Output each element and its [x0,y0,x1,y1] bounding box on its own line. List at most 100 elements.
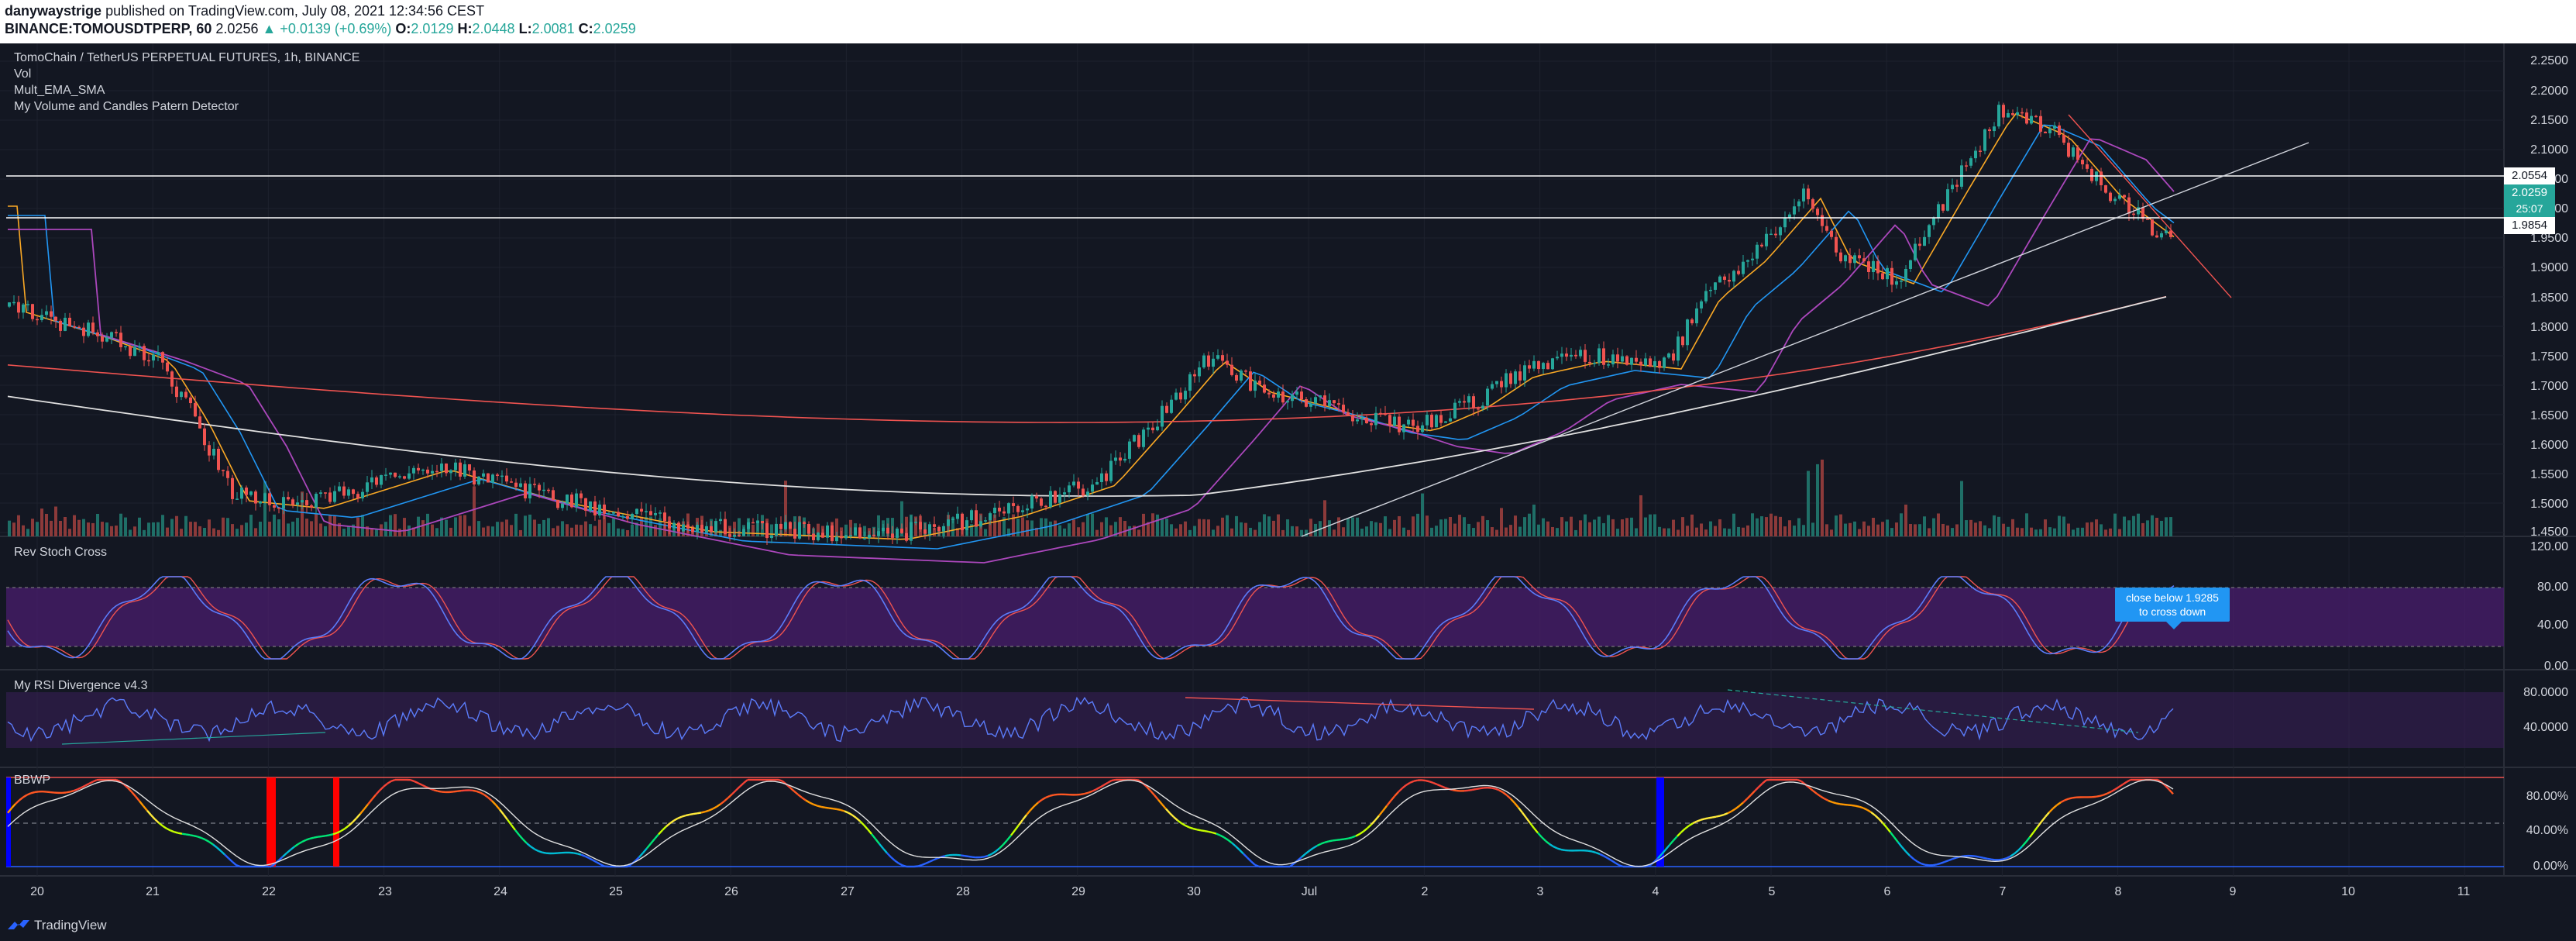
bbwp-line-segment [735,785,741,791]
volume-bar [1049,521,1052,536]
bbwp-line-segment [1506,795,1512,800]
volume-bar [36,522,39,536]
volume-bar [1941,523,1945,536]
bbwp-line-segment [1677,831,1682,837]
chart-title[interactable]: TomoChain / TetherUS PERPETUAL FUTURES, … [14,51,360,64]
bbwp-line-segment [1250,860,1256,866]
candle-body [1793,206,1796,215]
volume-bar [361,515,364,536]
volume-bar [1054,520,1057,536]
candle-body [389,472,392,475]
bbwp-line-segment [1688,822,1694,827]
bbwp-line-segment [414,781,419,784]
stoch-label[interactable]: Rev Stoch Cross [14,546,108,559]
bbwp-line-segment [817,805,822,808]
volume-bar [1286,519,1289,536]
candle-body [1240,371,1243,381]
volume-bar [1035,527,1038,536]
bbwp-line-segment [987,853,992,857]
volume-bar [1774,515,1777,536]
candle-body [1091,484,1094,492]
volume-bar [421,520,425,536]
legend-vol[interactable]: Vol [14,67,32,81]
bbwp-line-segment [1731,808,1736,812]
volume-bar [1835,515,1838,536]
close-label: C: [578,21,593,36]
bbwp-line-segment [205,839,210,843]
volume-bar [1119,517,1122,536]
volume-bar [844,524,848,536]
candle-body [1932,217,1935,226]
bbwp-line-segment [1824,798,1829,802]
bbwp-line-segment [1859,805,1864,809]
volume-bar [1040,518,1043,536]
candle-body [1435,415,1438,428]
volume-bar [1077,527,1080,536]
candle-body [770,536,773,539]
bbwp-label[interactable]: BBWP [14,774,51,787]
bbwp-line-segment [991,850,996,855]
volume-bar [914,516,917,536]
volume-bar [1890,528,1893,536]
candle-body [26,304,29,305]
price-tick: 2.1500 [2530,114,2568,127]
candle-body [45,311,48,315]
bbwp-line-segment [1386,800,1391,807]
candle-body [421,469,425,471]
bbwp-line-segment [898,862,903,867]
bbwp-line-segment [1336,839,1341,841]
volume-bar [2067,523,2070,536]
candle-body [59,320,62,331]
candle-body [412,467,415,474]
bbwp-line-segment [1533,827,1539,834]
bbwp-line-segment [197,836,202,839]
hidden-divergence-line [1727,689,2139,733]
time-tick: 3 [1536,885,1544,898]
footer-bar: TradingView [0,907,2576,941]
candle-body [2113,198,2117,202]
volume-bar [1742,527,1745,536]
volume-bar [1769,513,1773,536]
tradingview-logo[interactable]: TradingView [8,918,107,933]
bbwp-line-segment [375,790,380,796]
candle-body [993,507,996,514]
volume-bar [1267,516,1271,536]
bbwp-line-segment [1227,839,1233,844]
chart-area[interactable] [0,43,2576,941]
candle-body [1579,350,1582,357]
rising-trendline [1301,142,2309,537]
bbwp-line-segment [2014,850,2019,855]
bbwp-line-segment [317,835,322,838]
volume-bar [1704,529,1708,536]
bbwp-line-segment [2017,846,2023,852]
candle-body [1941,204,1945,211]
volume-bar [1588,522,1591,536]
volume-bar [1983,525,1986,536]
candle-body [1811,199,1814,209]
volume-bar [1314,523,1317,536]
publisher-name[interactable]: danywaystrige [5,3,102,19]
volume-bar [1412,516,1415,536]
bbwp-line-segment [650,838,655,845]
volume-bar [459,515,462,536]
volume-bar [2039,529,2042,536]
candle-body [552,490,555,500]
bbwp-line-segment [1324,840,1329,843]
candle-body [347,489,350,496]
volume-bar [1379,522,1382,536]
candle-body [1704,291,1708,302]
candle-body [1923,236,1926,246]
candle-body [449,470,452,474]
price-axis[interactable]: 2.2500 2.2000 2.1500 2.1000 2.0500 2.000… [2504,43,2576,885]
candle-body [1035,495,1038,499]
legend-pattern[interactable]: My Volume and Candles Patern Detector [14,100,239,113]
last-price: 2.0256 [215,21,259,36]
current-price-tag: 2.0259 [2504,184,2555,202]
volume-bar [1532,504,1536,536]
candle-body [1407,419,1410,425]
bbwp-line-segment [2002,857,2007,860]
rsi-label[interactable]: My RSI Divergence v4.3 [14,679,148,692]
candle-body [1346,412,1350,415]
legend-mult[interactable]: Mult_EMA_SMA [14,84,105,97]
